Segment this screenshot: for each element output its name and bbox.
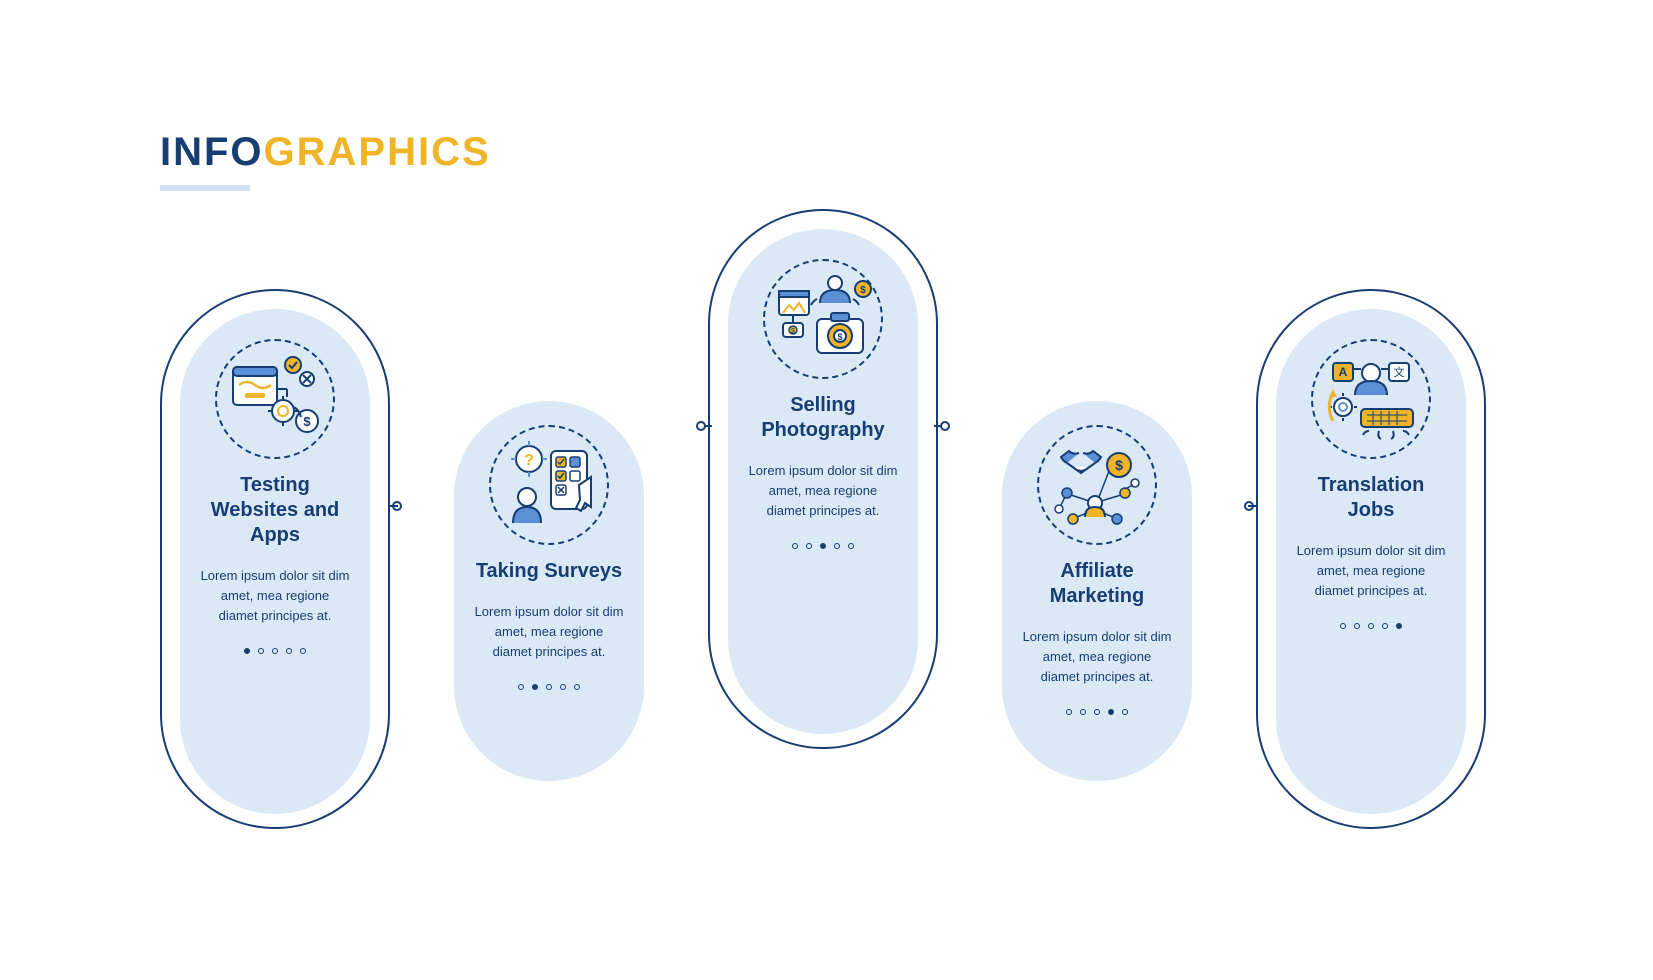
card-desc: Lorem ipsum dolor sit dim amet, mea regi… (468, 602, 630, 662)
icon-wrap: ? (489, 425, 609, 545)
svg-text:文: 文 (1394, 365, 1405, 379)
svg-text:$: $ (791, 328, 795, 335)
card-translation: A 文 (1256, 301, 1486, 814)
dot (1066, 709, 1072, 715)
dot (1108, 709, 1114, 715)
testing-icon: $ (225, 349, 325, 449)
dot (1122, 709, 1128, 715)
card-affiliate: $ (982, 401, 1212, 781)
surveys-icon: ? (499, 435, 599, 535)
card-dots (1016, 709, 1178, 715)
icon-wrap: A 文 (1311, 339, 1431, 459)
dot (1094, 709, 1100, 715)
translation-icon: A 文 (1321, 349, 1421, 449)
dot (574, 684, 580, 690)
dot (546, 684, 552, 690)
photography-icon: $ $ $ (773, 269, 873, 369)
icon-wrap: $ (1037, 425, 1157, 545)
dot (560, 684, 566, 690)
card-desc: Lorem ipsum dolor sit dim amet, mea regi… (1016, 627, 1178, 687)
card-photography: $ $ $ Selling Phot (708, 221, 938, 734)
title-part-1: INFO (160, 130, 264, 174)
svg-text:A: A (1339, 365, 1348, 379)
card-panel: $ (1002, 401, 1192, 781)
dot (518, 684, 524, 690)
affiliate-icon: $ (1047, 435, 1147, 535)
svg-text:$: $ (837, 332, 842, 342)
icon-wrap: $ $ $ (763, 259, 883, 379)
infographic-stage: INFOGRAPHICS (160, 130, 1490, 861)
svg-text:$: $ (860, 285, 866, 296)
dot (1080, 709, 1086, 715)
svg-text:?: ? (524, 452, 534, 469)
card-testing: $ Testing Websites and Apps Lorem ipsum … (160, 301, 390, 814)
title-underline (160, 185, 250, 191)
icon-wrap: $ (215, 339, 335, 459)
card-panel: ? (454, 401, 644, 781)
card-title: Affiliate Marketing (1022, 559, 1172, 609)
card-dots (468, 684, 630, 690)
cards-row: $ Testing Websites and Apps Lorem ipsum … (160, 221, 1490, 861)
svg-text:$: $ (303, 414, 311, 429)
card-surveys: ? (434, 401, 664, 781)
svg-text:$: $ (1115, 457, 1123, 473)
card-title: Taking Surveys (474, 559, 624, 584)
title-part-2: GRAPHICS (264, 130, 491, 174)
page-title: INFOGRAPHICS (160, 130, 1490, 175)
dot (532, 684, 538, 690)
